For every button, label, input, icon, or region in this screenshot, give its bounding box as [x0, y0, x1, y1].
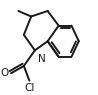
Text: O: O	[0, 68, 8, 78]
Text: N: N	[38, 54, 45, 64]
Text: Cl: Cl	[24, 83, 34, 93]
